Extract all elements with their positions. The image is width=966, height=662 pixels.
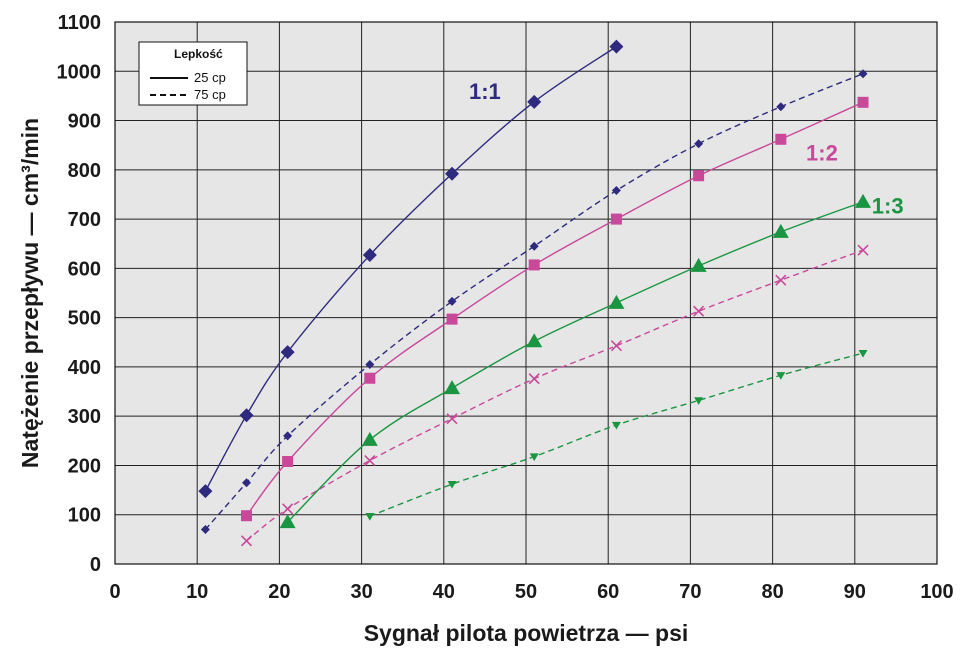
- x-tick-label: 30: [350, 581, 372, 603]
- legend-entry-25cp: 25 cp: [194, 70, 226, 85]
- data-point: [447, 481, 457, 489]
- data-point: [608, 294, 625, 309]
- legend-box: [138, 41, 248, 106]
- x-axis-title: Sygnał pilota powietrza — psi: [364, 620, 689, 646]
- x-tick-label: 90: [844, 581, 866, 603]
- x-tick-label: 20: [268, 581, 290, 603]
- data-point: [242, 478, 252, 488]
- y-tick-label: 600: [68, 258, 101, 280]
- data-point: [361, 431, 378, 446]
- plot-area-border: [114, 21, 938, 565]
- data-point: [364, 454, 376, 467]
- y-tick-label: 200: [68, 455, 101, 477]
- data-point: [282, 503, 294, 515]
- data-point: [693, 305, 705, 317]
- data-point: [775, 133, 787, 145]
- data-point: [365, 513, 375, 521]
- data-point: [365, 359, 375, 369]
- data-point: [241, 510, 253, 522]
- data-point: [775, 274, 787, 286]
- ratio-label: 1:1: [469, 79, 501, 104]
- x-tick-label: 10: [186, 581, 208, 603]
- data-point: [772, 223, 789, 238]
- data-point: [446, 313, 458, 325]
- data-point: [693, 170, 705, 182]
- ratio-label: 1:2: [806, 141, 838, 166]
- ratio-label: 1:3: [872, 193, 904, 218]
- x-tick-label: 70: [679, 581, 701, 603]
- y-tick-label: 1100: [58, 12, 101, 34]
- y-tick-label: 400: [68, 357, 101, 379]
- legend: Lepkość 25 cp 75 cp: [138, 41, 248, 106]
- series-1-2-25cp: [241, 96, 869, 522]
- y-tick-label: 300: [68, 406, 101, 428]
- series-layer: [198, 39, 872, 547]
- data-point: [690, 257, 707, 272]
- series-line: [204, 73, 864, 530]
- data-point: [611, 186, 621, 196]
- x-tick-label: 50: [515, 581, 537, 603]
- legend-title: Lepkość: [174, 47, 223, 61]
- data-point: [857, 244, 869, 256]
- data-point: [528, 373, 540, 385]
- y-axis-title: Natężenie przepływu — cm³/min: [17, 118, 43, 468]
- data-point: [529, 241, 539, 251]
- data-point: [611, 421, 621, 430]
- data-point: [239, 408, 254, 423]
- data-point: [610, 213, 622, 225]
- data-point: [200, 525, 210, 535]
- series-1-3-25cp: [279, 193, 872, 529]
- data-point: [529, 453, 539, 462]
- y-tick-label: 500: [68, 308, 101, 330]
- x-tick-label: 100: [920, 581, 953, 603]
- data-point: [527, 94, 542, 109]
- data-point: [857, 96, 869, 108]
- data-point: [858, 69, 868, 79]
- data-point: [528, 259, 540, 271]
- legend-entry-75cp: 75 cp: [194, 87, 226, 102]
- data-point: [444, 380, 461, 395]
- data-point: [776, 102, 786, 112]
- data-point: [858, 349, 868, 358]
- data-point: [283, 431, 293, 441]
- y-tick-label: 1000: [57, 61, 102, 83]
- data-point: [240, 535, 253, 547]
- y-tick-label: 700: [68, 209, 101, 231]
- series-1-1-75cp: [200, 69, 868, 535]
- data-point: [362, 248, 377, 263]
- data-point: [445, 166, 460, 181]
- y-tick-label: 800: [68, 160, 101, 182]
- x-tick-label: 0: [109, 581, 120, 603]
- data-point: [526, 333, 543, 348]
- data-point: [198, 484, 213, 499]
- data-point: [610, 340, 622, 352]
- series-1-2-75cp: [240, 244, 869, 547]
- ratio-labels: 1:1 1:2 1:3: [469, 79, 904, 218]
- data-point: [447, 296, 457, 306]
- data-point: [446, 413, 458, 425]
- y-tick-label: 100: [68, 505, 101, 527]
- x-tick-label: 80: [761, 581, 783, 603]
- data-point: [279, 514, 296, 529]
- y-tick-label: 900: [68, 111, 101, 133]
- data-point: [694, 139, 704, 149]
- y-tick-label: 0: [90, 554, 101, 576]
- data-point: [282, 456, 294, 468]
- x-tick-label: 40: [433, 581, 455, 603]
- data-point: [364, 372, 376, 384]
- series-1-3-75cp: [365, 349, 868, 521]
- data-point: [694, 397, 704, 405]
- data-point: [609, 39, 624, 54]
- tick-labels: 0 10 20 30 40 50 60 70 80 90 100010020030040050060…: [57, 12, 954, 603]
- data-point: [776, 372, 786, 380]
- x-tick-label: 60: [597, 581, 619, 603]
- data-point: [855, 193, 872, 208]
- data-point: [280, 345, 295, 360]
- series-1-1-25cp: [198, 39, 624, 499]
